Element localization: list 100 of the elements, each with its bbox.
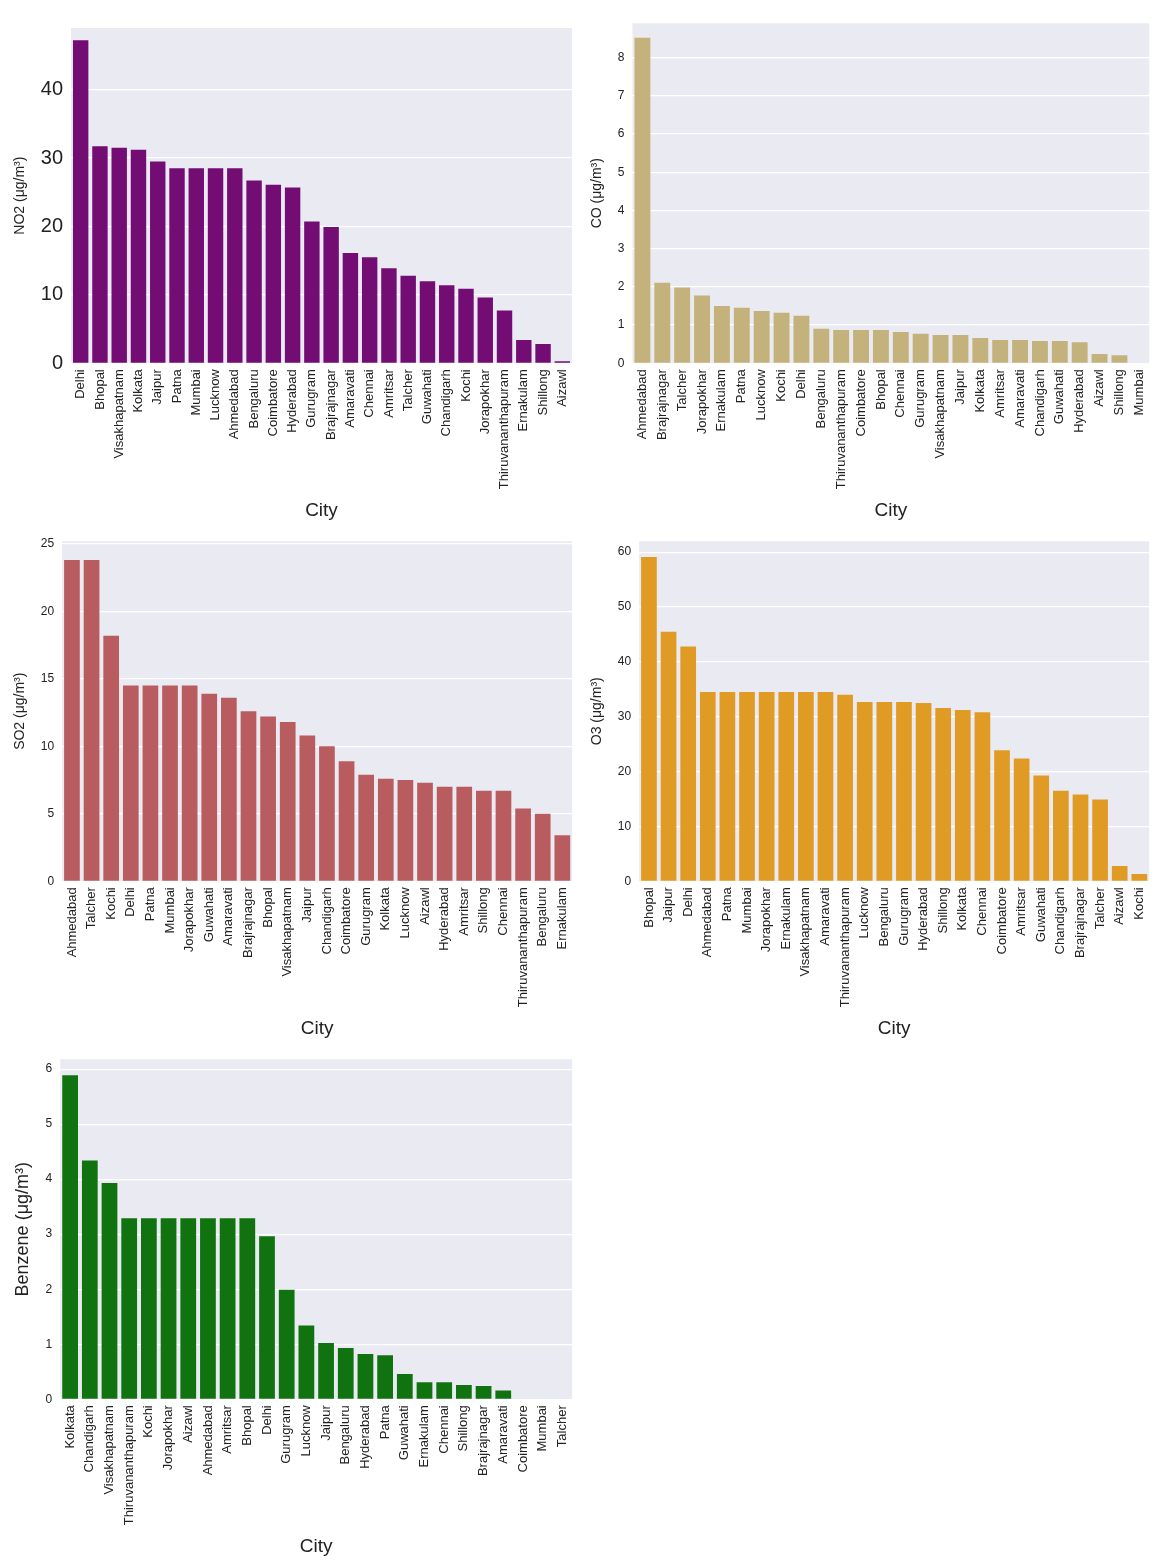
y-tick-label: 10 (40, 282, 64, 305)
x-tick-label: Hyderabad (436, 887, 452, 951)
x-tick-label: Talcher (399, 368, 415, 412)
y-tick-label: 5 (45, 1116, 53, 1131)
y-tick-label: 20 (617, 763, 632, 778)
bar (92, 146, 108, 363)
x-tick-label: Delhi (72, 369, 88, 399)
bar (496, 310, 513, 363)
bar (121, 1218, 138, 1399)
bar (1053, 790, 1069, 881)
x-tick-label: Jaipur (952, 368, 968, 405)
y-tick-label: 7 (617, 88, 625, 103)
bar (912, 333, 929, 363)
bar (122, 685, 139, 881)
x-tick-label: Ahmedabad (63, 887, 79, 958)
bar (150, 161, 166, 363)
x-tick-label: Delhi (258, 1405, 274, 1435)
bar (396, 1373, 413, 1399)
x-tick-label: Mumbai (534, 1405, 550, 1452)
bar (1051, 341, 1068, 363)
y-tick-label: 15 (40, 671, 55, 686)
bar (72, 40, 89, 363)
bar (62, 1075, 78, 1399)
bar (680, 646, 697, 881)
bar (972, 338, 989, 363)
x-tick-label: Guwahati (419, 369, 435, 425)
x-tick-label: Ernakulam (416, 1405, 432, 1468)
bar (477, 297, 493, 363)
x-tick-label: Mumbai (1130, 369, 1146, 416)
x-tick-label: Hyderabad (284, 369, 300, 433)
bar (337, 1348, 354, 1399)
bar (103, 635, 120, 881)
x-tick-label: Bhopal (872, 369, 888, 410)
x-tick-label: Jorapokhar (160, 1404, 176, 1471)
bar (219, 1218, 236, 1399)
y-tick-label: 4 (617, 202, 625, 217)
bar (798, 692, 814, 881)
bar (377, 778, 394, 881)
bar (733, 307, 750, 363)
x-tick-label: Visakhapatnam (279, 887, 295, 977)
x-tick-label: Bengaluru (245, 369, 261, 429)
x-tick-label: Jaipur (660, 886, 676, 923)
x-tick-label: Patna (718, 886, 734, 922)
x-tick-label: Coimbatore (338, 887, 354, 955)
y-tick-label: 0 (47, 873, 55, 888)
x-axis-title: City (300, 1016, 334, 1038)
bar (259, 1236, 275, 1399)
x-tick-label: Gurugram (357, 887, 373, 946)
x-tick-label: Shillong (475, 887, 491, 934)
bar (1111, 355, 1128, 363)
x-tick-label: Ernakulam (777, 887, 793, 950)
x-tick-label: Visakhapatnam (797, 887, 813, 977)
bar (1092, 799, 1108, 881)
bar (753, 310, 770, 363)
bar (130, 149, 147, 363)
y-axis-title: NO2 (μg/m³) (11, 156, 28, 235)
x-tick-label: Amritsar (380, 368, 396, 418)
x-axis-title: City (305, 498, 339, 520)
x-tick-label: Guwahati (396, 1405, 412, 1461)
bar (992, 339, 1009, 363)
bar (298, 1325, 315, 1399)
bar (813, 328, 830, 363)
x-tick-label: Aizawl (179, 1405, 195, 1443)
bar (318, 1343, 334, 1399)
bar (1072, 794, 1089, 881)
bar (227, 168, 243, 363)
bar (201, 693, 218, 881)
bar (896, 701, 912, 881)
x-tick-label: Bhopal (640, 887, 656, 928)
x-tick-label: Brajrajnagar (653, 368, 669, 441)
bar (475, 1386, 492, 1399)
x-tick-label: Shillong (934, 887, 950, 934)
y-tick-label: 8 (617, 49, 625, 64)
x-tick-label: Lucknow (396, 886, 412, 939)
x-tick-label: Kolkata (971, 368, 987, 413)
x-tick-label: Coimbatore (852, 369, 868, 437)
x-tick-label: Visakhapatnam (101, 1405, 117, 1495)
bar (773, 312, 790, 363)
bar (778, 692, 795, 881)
x-tick-label: Gurugram (895, 887, 911, 946)
x-tick-label: Kochi (140, 1405, 156, 1438)
x-tick-label: Delhi (793, 369, 808, 399)
bar (853, 330, 869, 363)
x-tick-label: Brajrajnagar (1072, 886, 1088, 959)
x-axis-title: City (299, 1534, 334, 1556)
x-tick-label: Amaravati (1011, 369, 1027, 428)
x-tick-label: Shillong (1111, 369, 1127, 416)
x-tick-label: Aizawl (416, 887, 432, 925)
x-tick-label: Brajrajnagar (322, 368, 338, 441)
x-tick-label: Kochi (102, 887, 118, 920)
bar (381, 268, 397, 363)
bar (793, 315, 810, 363)
bar (974, 712, 991, 881)
x-tick-label: Thiruvananthapuram (496, 369, 512, 490)
bar (516, 339, 532, 363)
bar (240, 711, 257, 881)
y-tick-label: 20 (40, 603, 55, 618)
bar (162, 685, 178, 881)
bar (694, 295, 710, 363)
x-tick-label: Aizawl (553, 369, 569, 407)
